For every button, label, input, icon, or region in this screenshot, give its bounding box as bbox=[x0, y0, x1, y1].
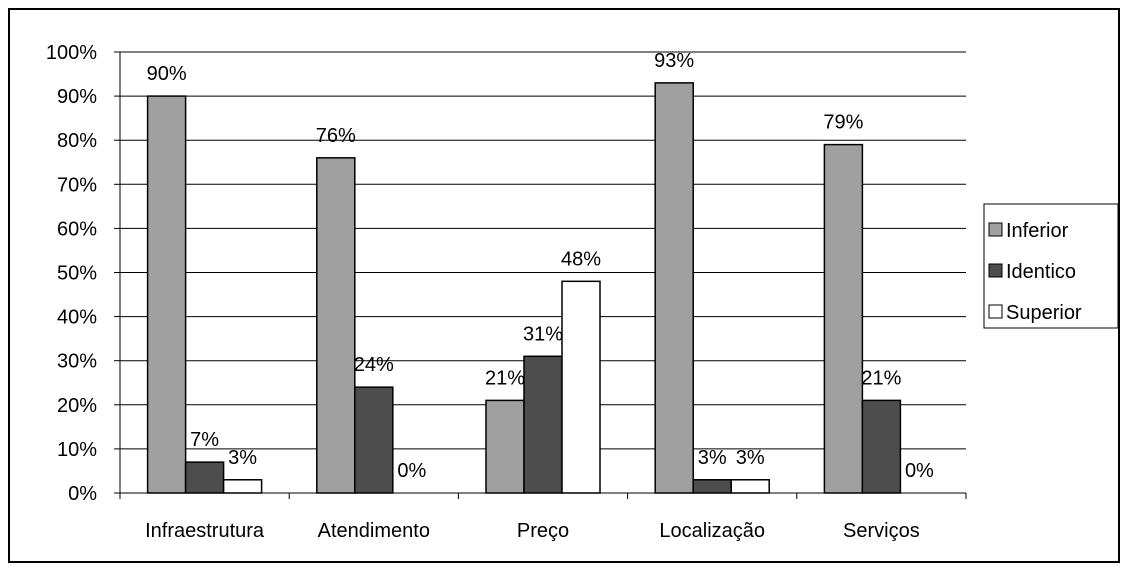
legend-swatch-inferior bbox=[988, 222, 1003, 237]
data-label: 76% bbox=[316, 125, 356, 147]
bar-identico bbox=[692, 479, 732, 494]
data-label: 3% bbox=[698, 447, 727, 469]
y-tick-label: 70% bbox=[57, 174, 97, 196]
y-tick-label: 80% bbox=[57, 130, 97, 152]
data-label: 90% bbox=[147, 63, 187, 85]
y-tick-labels: 0% 10% 20% 30% 40% 50% 60% 70% 80% 90% 100% bbox=[46, 42, 97, 505]
y-tick-label: 20% bbox=[57, 395, 97, 417]
x-tick-label: Localização bbox=[659, 520, 765, 542]
data-label: 24% bbox=[354, 354, 394, 376]
bar-identico bbox=[354, 386, 394, 494]
y-tick-label: 60% bbox=[57, 218, 97, 240]
y-tick-label: 50% bbox=[57, 263, 97, 285]
legend-swatch-identico bbox=[988, 263, 1003, 278]
y-tick-label: 30% bbox=[57, 351, 97, 373]
data-label: 3% bbox=[736, 447, 765, 469]
data-label: 21% bbox=[861, 367, 901, 389]
legend-label-identico: Identico bbox=[1006, 261, 1076, 283]
x-tick-labels: Infraestrutura Atendimento Preço Localizaçã… bbox=[145, 520, 920, 542]
legend-label-inferior: Inferior bbox=[1006, 220, 1069, 242]
data-label: 79% bbox=[823, 112, 863, 134]
legend-swatch-superior bbox=[988, 304, 1003, 319]
legend: Inferior Identico Superior bbox=[983, 203, 1119, 329]
data-labels: 90% 7% 3% 76% 24% 0% 21% 31% 48% 93% 3% 3% 79% 21% 0% bbox=[147, 50, 934, 482]
x-tick-label: Preço bbox=[517, 520, 569, 542]
bar-superior bbox=[561, 280, 601, 494]
data-label: 31% bbox=[523, 323, 563, 345]
bar-identico bbox=[861, 399, 902, 494]
data-label: 3% bbox=[228, 447, 257, 469]
bar-identico bbox=[184, 461, 225, 494]
y-tick-label: 40% bbox=[57, 307, 97, 329]
x-tick-label: Serviços bbox=[843, 520, 920, 542]
bar-superior bbox=[730, 479, 770, 494]
data-label: 0% bbox=[397, 460, 426, 482]
x-tick-label: Atendimento bbox=[318, 520, 430, 542]
bar-inferior bbox=[316, 157, 356, 494]
data-label: 48% bbox=[561, 248, 601, 270]
legend-label-superior: Superior bbox=[1006, 302, 1082, 324]
y-tick-label: 100% bbox=[46, 42, 97, 64]
bars bbox=[146, 82, 902, 494]
bar-inferior bbox=[823, 143, 864, 494]
bar-inferior bbox=[485, 399, 525, 494]
data-label: 21% bbox=[485, 367, 525, 389]
x-tick-label: Infraestrutura bbox=[145, 520, 265, 542]
bar-inferior bbox=[654, 82, 694, 494]
y-tick-label: 10% bbox=[57, 439, 97, 461]
y-tick-label: 0% bbox=[68, 483, 97, 505]
bar-identico bbox=[523, 355, 563, 494]
data-label: 93% bbox=[654, 50, 694, 72]
data-label: 7% bbox=[190, 429, 219, 451]
legend-box bbox=[983, 203, 1119, 329]
bar-inferior bbox=[146, 95, 187, 494]
y-tick-label: 90% bbox=[57, 86, 97, 108]
bar-superior bbox=[222, 479, 263, 494]
data-label: 0% bbox=[905, 460, 934, 482]
